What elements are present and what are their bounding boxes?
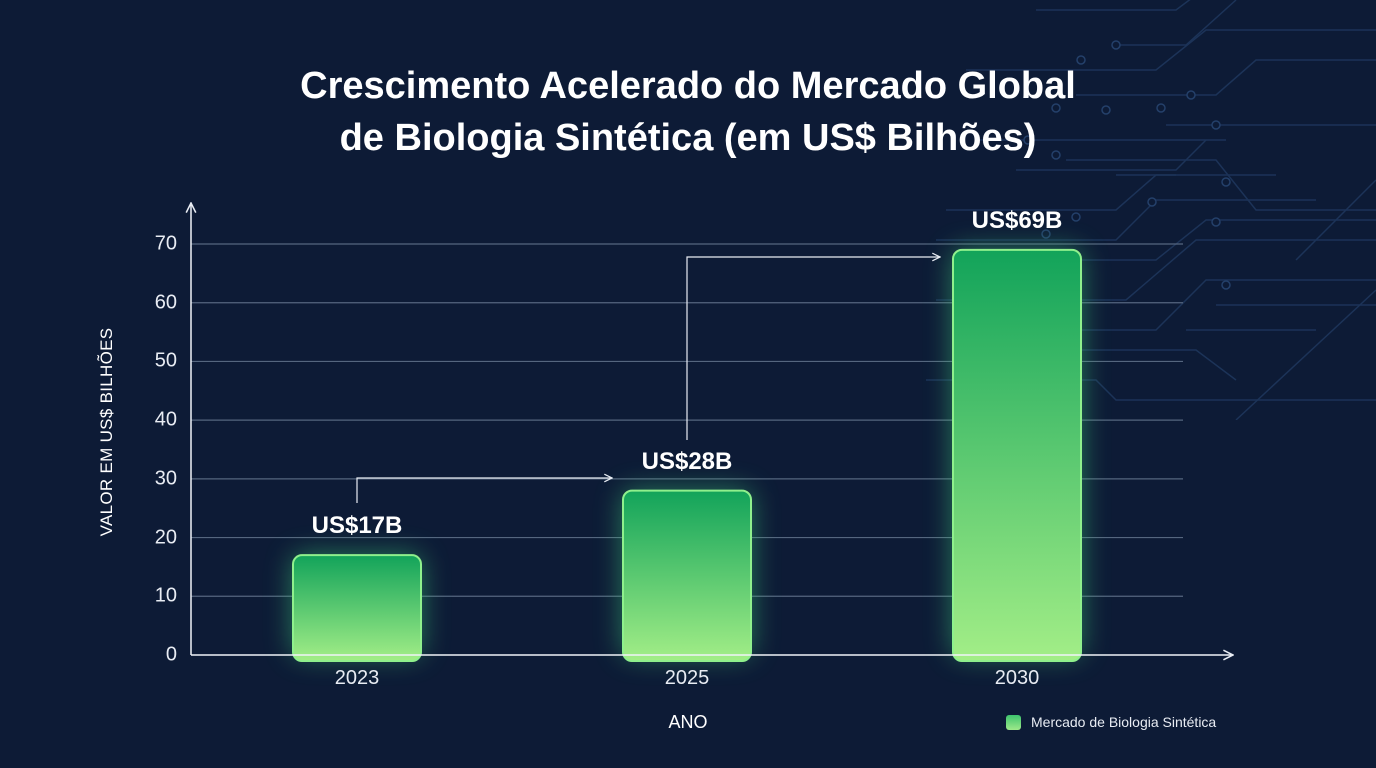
y-tick-70: 70 xyxy=(154,232,177,255)
legend: Mercado de Biologia Sintética xyxy=(1006,714,1216,730)
y-tick-30: 30 xyxy=(154,467,177,490)
bar-value-label-2023: US$17B xyxy=(311,512,403,540)
y-tick-20: 20 xyxy=(154,526,177,549)
y-tick-40: 40 xyxy=(154,408,177,431)
bar-value-label-2030: US$69B xyxy=(971,206,1063,234)
chart-title-line1: Crescimento Acelerado do Mercado Global xyxy=(300,65,1076,107)
chart-title: Crescimento Acelerado do Mercado Global … xyxy=(0,60,1376,164)
x-axis-label: ANO xyxy=(668,712,708,732)
bars xyxy=(292,248,1082,663)
bar-2025 xyxy=(622,489,752,662)
bar-2030 xyxy=(952,248,1082,662)
bar-value-label-2025: US$28B xyxy=(641,447,733,475)
trend-arrow-2025-2030 xyxy=(686,257,940,440)
y-tick-50: 50 xyxy=(154,349,177,372)
y-tick-60: 60 xyxy=(154,291,177,314)
chart-title-line2: de Biologia Sintética (em US$ Bilhões) xyxy=(339,117,1037,159)
y-tick-10: 10 xyxy=(154,584,177,607)
x-tick-2023: 2023 xyxy=(334,667,380,689)
legend-label: Mercado de Biologia Sintética xyxy=(1031,714,1217,730)
x-tick-2030: 2030 xyxy=(994,667,1040,689)
y-tick-0: 0 xyxy=(165,643,177,666)
trend-arrow-2023-2025 xyxy=(356,478,612,503)
bar-2023 xyxy=(292,554,422,663)
legend-swatch xyxy=(1006,714,1021,730)
y-axis-label: VALOR EM US$ BILHÕES xyxy=(97,327,116,537)
x-tick-2025: 2025 xyxy=(664,667,710,689)
